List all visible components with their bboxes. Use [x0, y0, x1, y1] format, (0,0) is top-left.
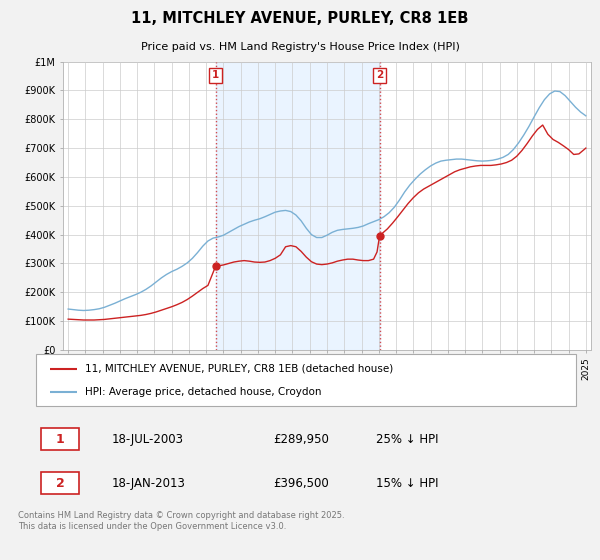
FancyBboxPatch shape [41, 473, 79, 494]
Text: Price paid vs. HM Land Registry's House Price Index (HPI): Price paid vs. HM Land Registry's House … [140, 43, 460, 52]
Bar [215, 62, 380, 350]
Text: 18-JAN-2013: 18-JAN-2013 [112, 477, 185, 489]
Text: 1: 1 [212, 70, 219, 80]
Text: 15% ↓ HPI: 15% ↓ HPI [376, 477, 439, 489]
FancyBboxPatch shape [41, 428, 79, 450]
Text: 11, MITCHLEY AVENUE, PURLEY, CR8 1EB (detached house): 11, MITCHLEY AVENUE, PURLEY, CR8 1EB (de… [85, 364, 393, 374]
Text: HPI: Average price, detached house, Croydon: HPI: Average price, detached house, Croy… [85, 386, 321, 396]
Text: 11, MITCHLEY AVENUE, PURLEY, CR8 1EB: 11, MITCHLEY AVENUE, PURLEY, CR8 1EB [131, 11, 469, 26]
FancyBboxPatch shape [36, 354, 576, 406]
Text: 2: 2 [376, 70, 383, 80]
Text: 2: 2 [56, 477, 65, 489]
Text: £289,950: £289,950 [274, 432, 329, 446]
Text: 25% ↓ HPI: 25% ↓ HPI [376, 432, 439, 446]
Text: £396,500: £396,500 [274, 477, 329, 489]
Text: Contains HM Land Registry data © Crown copyright and database right 2025.
This d: Contains HM Land Registry data © Crown c… [18, 511, 344, 531]
Text: 1: 1 [56, 432, 65, 446]
Text: 18-JUL-2003: 18-JUL-2003 [112, 432, 184, 446]
